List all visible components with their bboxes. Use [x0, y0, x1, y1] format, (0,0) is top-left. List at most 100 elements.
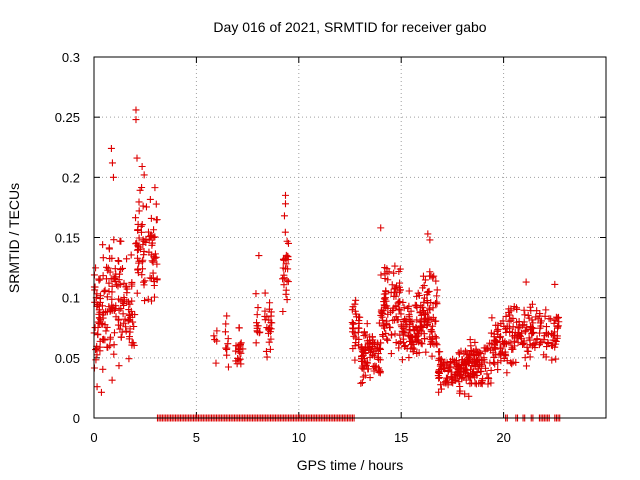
data-point	[544, 340, 552, 348]
data-point	[520, 318, 528, 326]
data-point	[267, 308, 275, 316]
data-point	[147, 232, 155, 240]
data-point	[426, 268, 434, 276]
data-point	[451, 371, 459, 379]
data-point	[366, 333, 374, 341]
peak-point	[132, 116, 140, 124]
data-point	[415, 349, 423, 357]
data-point	[488, 314, 496, 322]
data-point	[224, 335, 232, 343]
data-point	[419, 272, 427, 280]
data-point	[261, 307, 269, 315]
data-point	[518, 321, 526, 329]
data-point	[421, 276, 429, 284]
data-point	[418, 323, 426, 331]
data-point	[105, 279, 113, 287]
data-point	[120, 293, 128, 301]
peak-point	[108, 159, 116, 167]
data-point	[148, 239, 156, 247]
data-point	[130, 323, 138, 331]
data-point	[457, 368, 465, 376]
data-point	[400, 304, 408, 312]
data-point	[497, 332, 505, 340]
data-point	[522, 362, 530, 370]
data-point	[520, 306, 528, 314]
data-point	[383, 265, 391, 273]
y-tick-label: 0.15	[55, 231, 80, 246]
data-point	[139, 265, 147, 273]
data-point	[151, 184, 159, 192]
data-point	[435, 388, 443, 396]
data-point	[210, 332, 218, 340]
data-point	[542, 306, 550, 314]
data-point	[427, 327, 435, 335]
data-point	[371, 339, 379, 347]
data-point	[135, 207, 143, 215]
data-point	[253, 311, 261, 319]
data-point	[105, 244, 113, 252]
data-point	[455, 364, 463, 372]
data-point	[94, 331, 102, 339]
data-point	[413, 292, 421, 300]
data-point	[267, 335, 275, 343]
x-tick-label: 0	[90, 430, 97, 445]
data-point	[466, 336, 474, 344]
data-point	[418, 340, 426, 348]
data-point	[110, 350, 118, 358]
data-point	[491, 360, 499, 368]
data-point	[401, 342, 409, 350]
data-point	[129, 318, 137, 326]
data-point	[507, 305, 515, 313]
peak-point	[522, 278, 530, 286]
data-point	[419, 323, 427, 331]
data-point	[358, 379, 366, 387]
data-point	[93, 290, 101, 298]
data-point	[414, 289, 422, 297]
data-point	[521, 328, 529, 336]
data-point	[413, 336, 421, 344]
data-point	[486, 359, 494, 367]
data-point	[432, 300, 440, 308]
data-point	[477, 350, 485, 358]
data-point	[223, 312, 231, 320]
data-point	[427, 299, 435, 307]
data-point	[99, 320, 107, 328]
data-point	[470, 348, 478, 356]
data-point	[550, 319, 558, 327]
data-point	[357, 379, 365, 387]
data-point	[120, 279, 128, 287]
data-point	[127, 251, 135, 259]
data-point	[400, 339, 408, 347]
data-point	[263, 353, 271, 361]
data-point	[387, 350, 395, 358]
data-point	[108, 301, 116, 309]
data-point	[125, 298, 133, 306]
data-point	[469, 369, 477, 377]
data-point	[95, 310, 103, 318]
data-point	[420, 330, 428, 338]
data-point	[265, 325, 273, 333]
data-point	[513, 304, 521, 312]
data-point	[480, 354, 488, 362]
data-point	[97, 388, 105, 396]
data-point	[459, 373, 467, 381]
data-point	[253, 328, 261, 336]
peak-point	[551, 280, 559, 288]
data-point	[523, 347, 531, 355]
peak-point	[281, 191, 289, 199]
data-point	[391, 316, 399, 324]
data-point	[360, 328, 368, 336]
data-point	[147, 297, 155, 305]
data-point	[499, 340, 507, 348]
y-tick-label: 0	[73, 411, 80, 426]
peak-point	[424, 230, 432, 238]
data-point	[478, 360, 486, 368]
data-point	[426, 333, 434, 341]
data-point	[355, 317, 363, 325]
data-point	[103, 343, 111, 351]
data-point	[117, 321, 125, 329]
y-tick-label: 0.05	[55, 351, 80, 366]
data-point	[549, 336, 557, 344]
data-point	[117, 266, 125, 274]
data-point	[282, 251, 290, 259]
